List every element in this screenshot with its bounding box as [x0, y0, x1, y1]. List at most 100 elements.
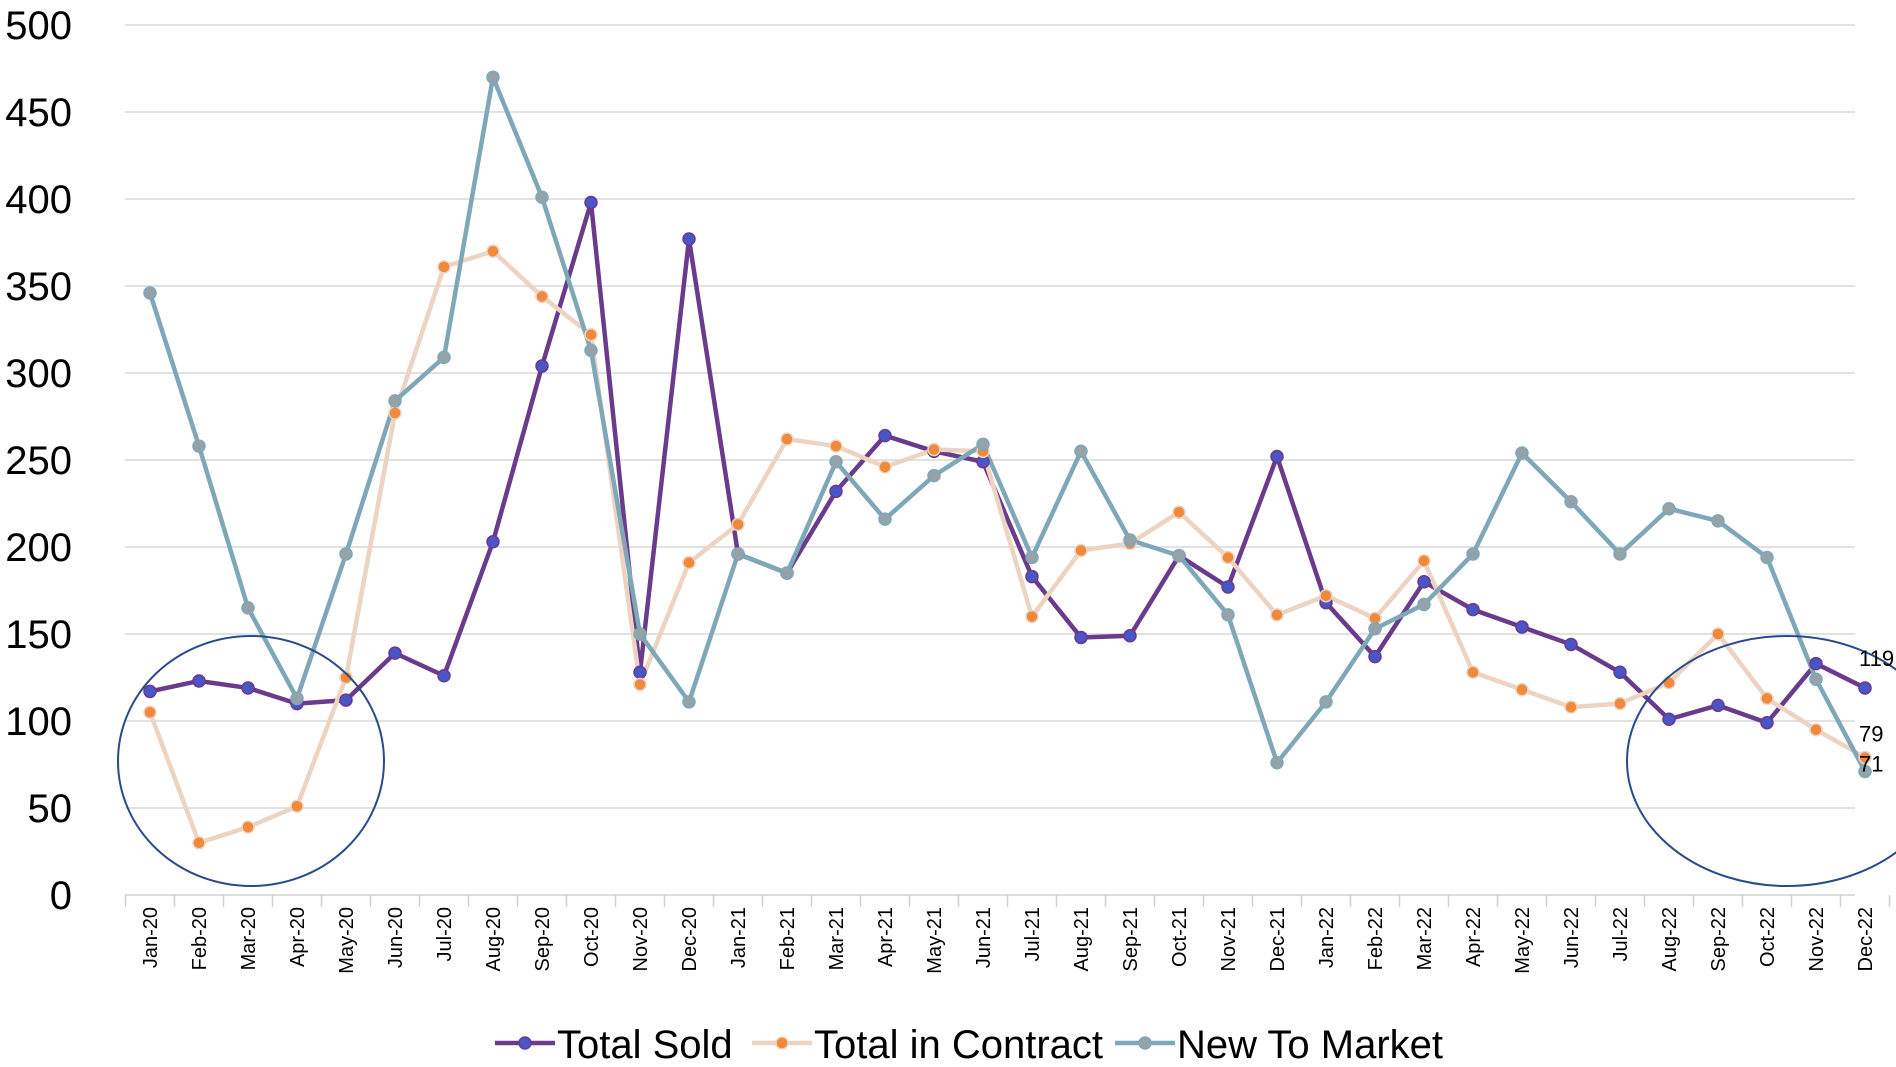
data-point-total-sold	[1515, 620, 1529, 634]
data-point-total-in-contract	[1319, 588, 1333, 603]
data-point-total-sold	[192, 674, 206, 688]
data-labels: 119 79 71	[1859, 646, 1894, 777]
x-tick-label: Jan-21	[728, 907, 750, 968]
x-tick-label: Apr-20	[287, 907, 309, 967]
data-point-new-to-market	[1515, 446, 1529, 460]
data-point-total-in-contract	[1417, 554, 1431, 568]
data-point-total-in-contract	[143, 705, 157, 720]
data-point-total-sold	[437, 669, 451, 683]
x-tick-label: May-21	[924, 907, 946, 974]
data-point-total-in-contract	[1221, 550, 1235, 565]
legend-swatch-marker	[1138, 1036, 1152, 1050]
data-point-new-to-market	[878, 512, 892, 526]
data-point-new-to-market	[1466, 547, 1480, 561]
x-tick-label: Aug-20	[483, 907, 505, 972]
data-point-total-sold	[535, 359, 549, 373]
data-point-total-in-contract	[1662, 675, 1676, 690]
data-point-total-in-contract	[192, 836, 206, 850]
x-tick-label: Mar-20	[238, 907, 260, 970]
data-point-new-to-market	[1221, 608, 1235, 622]
data-point-total-in-contract	[241, 820, 255, 834]
highlight-ellipse	[117, 635, 385, 888]
data-point-total-sold	[1711, 698, 1725, 713]
data-point-total-in-contract	[1760, 691, 1774, 706]
data-point-total-sold	[1417, 575, 1431, 589]
data-point-new-to-market	[1270, 756, 1284, 770]
y-tick-label: 150	[5, 613, 72, 657]
data-label: 71	[1859, 751, 1883, 776]
data-point-new-to-market	[1172, 548, 1186, 563]
data-point-total-in-contract	[486, 244, 500, 258]
data-point-new-to-market	[1662, 501, 1676, 516]
x-tick-label: Mar-21	[826, 907, 848, 970]
data-point-total-in-contract	[1466, 665, 1480, 680]
x-tick-label: Feb-20	[189, 907, 211, 970]
highlight-ellipse	[1626, 635, 1896, 887]
y-tick-label: 200	[5, 526, 72, 570]
legend: Total Sold Total in Contract New To Market	[495, 1023, 1443, 1067]
x-tick-label: Oct-21	[1169, 907, 1191, 967]
data-point-total-sold	[1221, 580, 1235, 594]
data-point-total-sold	[388, 646, 402, 660]
x-tick-label: Jun-21	[973, 907, 995, 968]
y-tick-label: 50	[28, 787, 73, 831]
data-point-new-to-market	[1760, 550, 1774, 565]
data-point-total-sold	[143, 684, 157, 699]
data-point-total-sold	[241, 681, 255, 695]
data-point-total-in-contract	[339, 670, 353, 685]
data-point-total-in-contract	[829, 439, 843, 453]
data-point-total-sold	[1368, 649, 1382, 664]
series-line-new-to-market	[147, 74, 1867, 773]
data-point-new-to-market	[388, 394, 402, 408]
data-point-total-in-contract	[1270, 608, 1284, 622]
data-point-new-to-market	[682, 695, 696, 709]
data-point-total-in-contract	[290, 799, 304, 814]
data-point-total-sold	[1025, 569, 1039, 584]
data-point-total-in-contract	[1858, 750, 1872, 765]
data-point-new-to-market	[290, 691, 304, 706]
x-tick-label: Jul-20	[434, 907, 456, 961]
x-tick-label: Jul-22	[1610, 907, 1632, 961]
x-tick-label: Oct-20	[581, 907, 603, 967]
data-point-total-sold	[1613, 665, 1627, 680]
data-point-total-in-contract	[1172, 505, 1186, 519]
data-point-new-to-market	[339, 547, 353, 561]
x-tick-label: Feb-22	[1365, 907, 1387, 970]
data-point-total-in-contract	[878, 460, 892, 474]
legend-swatch-marker	[518, 1036, 532, 1050]
data-point-new-to-market	[731, 547, 745, 561]
data-point-total-sold	[682, 232, 696, 246]
x-tick-label: Oct-22	[1757, 907, 1779, 967]
x-axis-ticks: Jan-20 Feb-20 Mar-20 Apr-20 May-20 Jun-20 Jul-…	[124, 895, 1891, 974]
data-point-new-to-market	[486, 70, 500, 84]
data-point-total-sold	[1809, 656, 1823, 671]
x-tick-label: Mar-22	[1414, 907, 1436, 970]
x-tick-label: Aug-21	[1071, 907, 1093, 972]
data-label: 79	[1859, 722, 1883, 747]
y-tick-label: 0	[50, 874, 72, 918]
x-tick-label: Apr-21	[875, 907, 897, 967]
series-line-total-in-contract	[147, 248, 1867, 846]
x-tick-label: Dec-20	[679, 907, 701, 971]
x-tick-label: Sep-20	[532, 907, 554, 972]
data-point-total-sold	[633, 665, 647, 680]
legend-label: Total Sold	[557, 1023, 733, 1067]
data-point-total-sold	[1270, 449, 1284, 464]
data-point-new-to-market	[1368, 622, 1382, 636]
x-tick-label: May-20	[336, 907, 358, 974]
data-point-total-sold	[1123, 628, 1137, 643]
annotations	[117, 635, 1896, 888]
x-tick-label: Jun-20	[385, 907, 407, 968]
x-tick-label: Feb-21	[777, 907, 799, 970]
data-point-total-in-contract	[1025, 609, 1039, 624]
x-tick-label: Jul-21	[1022, 907, 1044, 961]
gridlines	[125, 24, 1855, 809]
data-point-total-sold	[1760, 715, 1774, 730]
data-point-new-to-market	[437, 350, 451, 365]
data-point-total-in-contract	[633, 677, 647, 692]
data-point-total-sold	[1074, 630, 1088, 645]
data-point-total-sold	[1858, 681, 1872, 695]
data-label: 119	[1859, 646, 1894, 671]
y-tick-label: 100	[5, 700, 72, 744]
